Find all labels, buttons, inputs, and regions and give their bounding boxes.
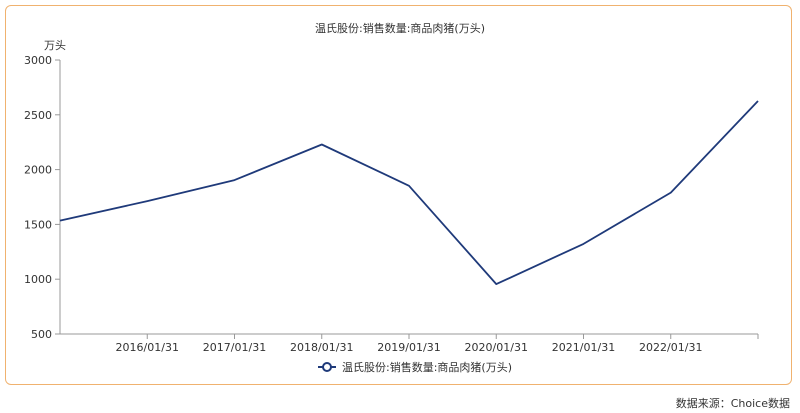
tick-labels: 500 1000 1500 2000 2500 3000 2016/01/31 2017/01… — [24, 54, 702, 354]
y-tick-label: 1500 — [24, 218, 52, 231]
x-tick-label: 2018/01/31 — [290, 341, 353, 354]
series-lines — [59, 100, 759, 286]
chart-frame — [5, 5, 792, 385]
x-tick-label: 2016/01/31 — [116, 341, 179, 354]
legend-label: 温氏股份:销售数量:商品肉猪(万头) — [342, 360, 512, 374]
chart-title: 温氏股份:销售数量:商品肉猪(万头) — [315, 22, 485, 35]
x-tick-label: 2019/01/31 — [377, 341, 440, 354]
y-tick-label: 1000 — [24, 273, 52, 286]
y-tick-label: 2000 — [24, 164, 52, 177]
x-tick-label: 2022/01/31 — [639, 341, 702, 354]
x-tick-label: 2021/01/31 — [552, 341, 615, 354]
series-line — [59, 100, 759, 286]
x-tick-label: 2020/01/31 — [465, 341, 528, 354]
y-axis-unit-label: 万头 — [44, 39, 66, 52]
y-tick-label: 500 — [31, 328, 52, 341]
legend-marker-icon — [322, 362, 332, 372]
x-tick-label: 2017/01/31 — [203, 341, 266, 354]
data-source-note: 数据来源：Choice数据 — [675, 397, 790, 410]
axes — [55, 59, 759, 339]
legend: 温氏股份:销售数量:商品肉猪(万头) — [318, 360, 512, 374]
y-tick-label: 3000 — [24, 54, 52, 67]
y-tick-label: 2500 — [24, 109, 52, 122]
